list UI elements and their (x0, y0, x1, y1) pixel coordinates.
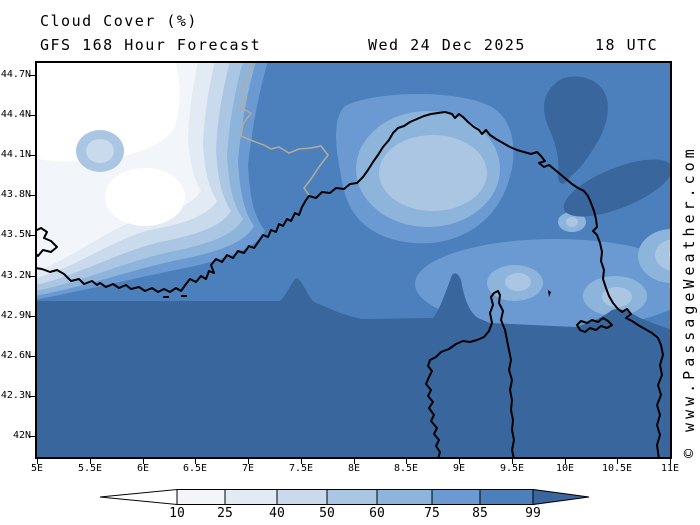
map-border (35, 61, 672, 459)
colorbar-tick: 85 (472, 506, 488, 521)
lon-label: 7.5E (288, 463, 314, 474)
lon-label: 7E (241, 463, 255, 474)
lon-tick (354, 459, 355, 464)
colorbar-tick: 10 (169, 506, 185, 521)
colorbar-tick: 60 (369, 506, 385, 521)
lon-label: 8E (347, 463, 361, 474)
lon-tick (248, 459, 249, 464)
colorbar-segment (431, 489, 481, 505)
colorbar-right-arrow (532, 488, 590, 506)
lon-label: 6E (136, 463, 150, 474)
lon-label: 5E (30, 463, 44, 474)
lon-label: 11E (660, 463, 680, 474)
colorbar-segment (326, 489, 378, 505)
lat-tick (29, 276, 35, 277)
cloud-level-over-99 (35, 273, 672, 459)
lon-tick (37, 459, 38, 464)
lon-label: 8.5E (393, 463, 419, 474)
lon-tick (301, 459, 302, 464)
lon-tick (143, 459, 144, 464)
lon-tick (670, 459, 671, 464)
lat-tick (29, 115, 35, 116)
colorbar-segment (176, 489, 226, 505)
lat-label: 44.4N (0, 109, 31, 120)
cloud-level-50-60 (655, 239, 672, 271)
island-mark (163, 296, 169, 298)
coastline-marseille (35, 227, 58, 257)
lon-label: 6.5E (182, 463, 208, 474)
lat-label: 44.7N (0, 69, 31, 80)
cloud-level-40-50 (86, 139, 114, 163)
colorbar-segment (376, 489, 433, 505)
lon-label: 5.5E (77, 463, 103, 474)
lat-label: 42N (12, 430, 31, 441)
page-title: Cloud Cover (%) (40, 12, 198, 30)
forecast-date: Wed 24 Dec 2025 (368, 36, 526, 54)
lat-tick (29, 195, 35, 196)
cloud-level-under-10 (35, 61, 180, 162)
lat-tick (29, 436, 35, 437)
coastline-corsica (425, 290, 515, 459)
country-border-line (237, 61, 329, 196)
lat-label: 42.9N (0, 310, 31, 321)
lon-tick (617, 459, 618, 464)
colorbar-segment (224, 489, 278, 505)
cloud-level-over-99 (544, 76, 608, 184)
lat-tick (29, 75, 35, 76)
lat-tick (29, 155, 35, 156)
model-run-label: GFS 168 Hour Forecast (40, 36, 262, 54)
colorbar-segment (276, 489, 328, 505)
colorbar-tick: 25 (217, 506, 233, 521)
colorbar-tick: 40 (269, 506, 285, 521)
lat-label: 43.2N (0, 270, 31, 281)
lat-label: 42.6N (0, 350, 31, 361)
island-mark (181, 295, 187, 297)
cloud-level-50-60 (379, 135, 487, 211)
cloud-level-50-60 (505, 273, 531, 291)
cloud-level-50-60 (566, 217, 578, 227)
lon-tick (565, 459, 566, 464)
lon-label: 10.5E (601, 463, 633, 474)
colorbar (99, 488, 590, 506)
coastline-mainland (35, 111, 664, 459)
lon-label: 10E (555, 463, 575, 474)
coastline-elba-island (576, 317, 613, 333)
lon-tick (459, 459, 460, 464)
lon-tick (90, 459, 91, 464)
colorbar-tick: 99 (525, 506, 541, 521)
cloud-level-under-10 (105, 168, 185, 226)
lon-label: 9.5E (499, 463, 525, 474)
lat-label: 42.3N (0, 390, 31, 401)
lat-label: 43.8N (0, 189, 31, 200)
copyright-watermark: © www.PassageWeather.com (680, 145, 698, 458)
lat-tick (29, 316, 35, 317)
lat-label: 44.1N (0, 149, 31, 160)
lat-tick (29, 396, 35, 397)
colorbar-left-arrow (99, 488, 178, 506)
colorbar-tick: 50 (319, 506, 335, 521)
lon-label: 9E (452, 463, 466, 474)
lat-label: 43.5N (0, 229, 31, 240)
lat-tick (29, 356, 35, 357)
forecast-utc-time: 18 UTC (595, 36, 659, 54)
colorbar-segment (479, 489, 534, 505)
cloud-level-50-60 (602, 287, 632, 307)
colorbar-tick: 75 (424, 506, 440, 521)
lat-tick (29, 235, 35, 236)
lon-tick (195, 459, 196, 464)
lon-tick (406, 459, 407, 464)
island-mark-capraia (548, 290, 551, 297)
lon-tick (512, 459, 513, 464)
forecast-map (35, 61, 672, 459)
